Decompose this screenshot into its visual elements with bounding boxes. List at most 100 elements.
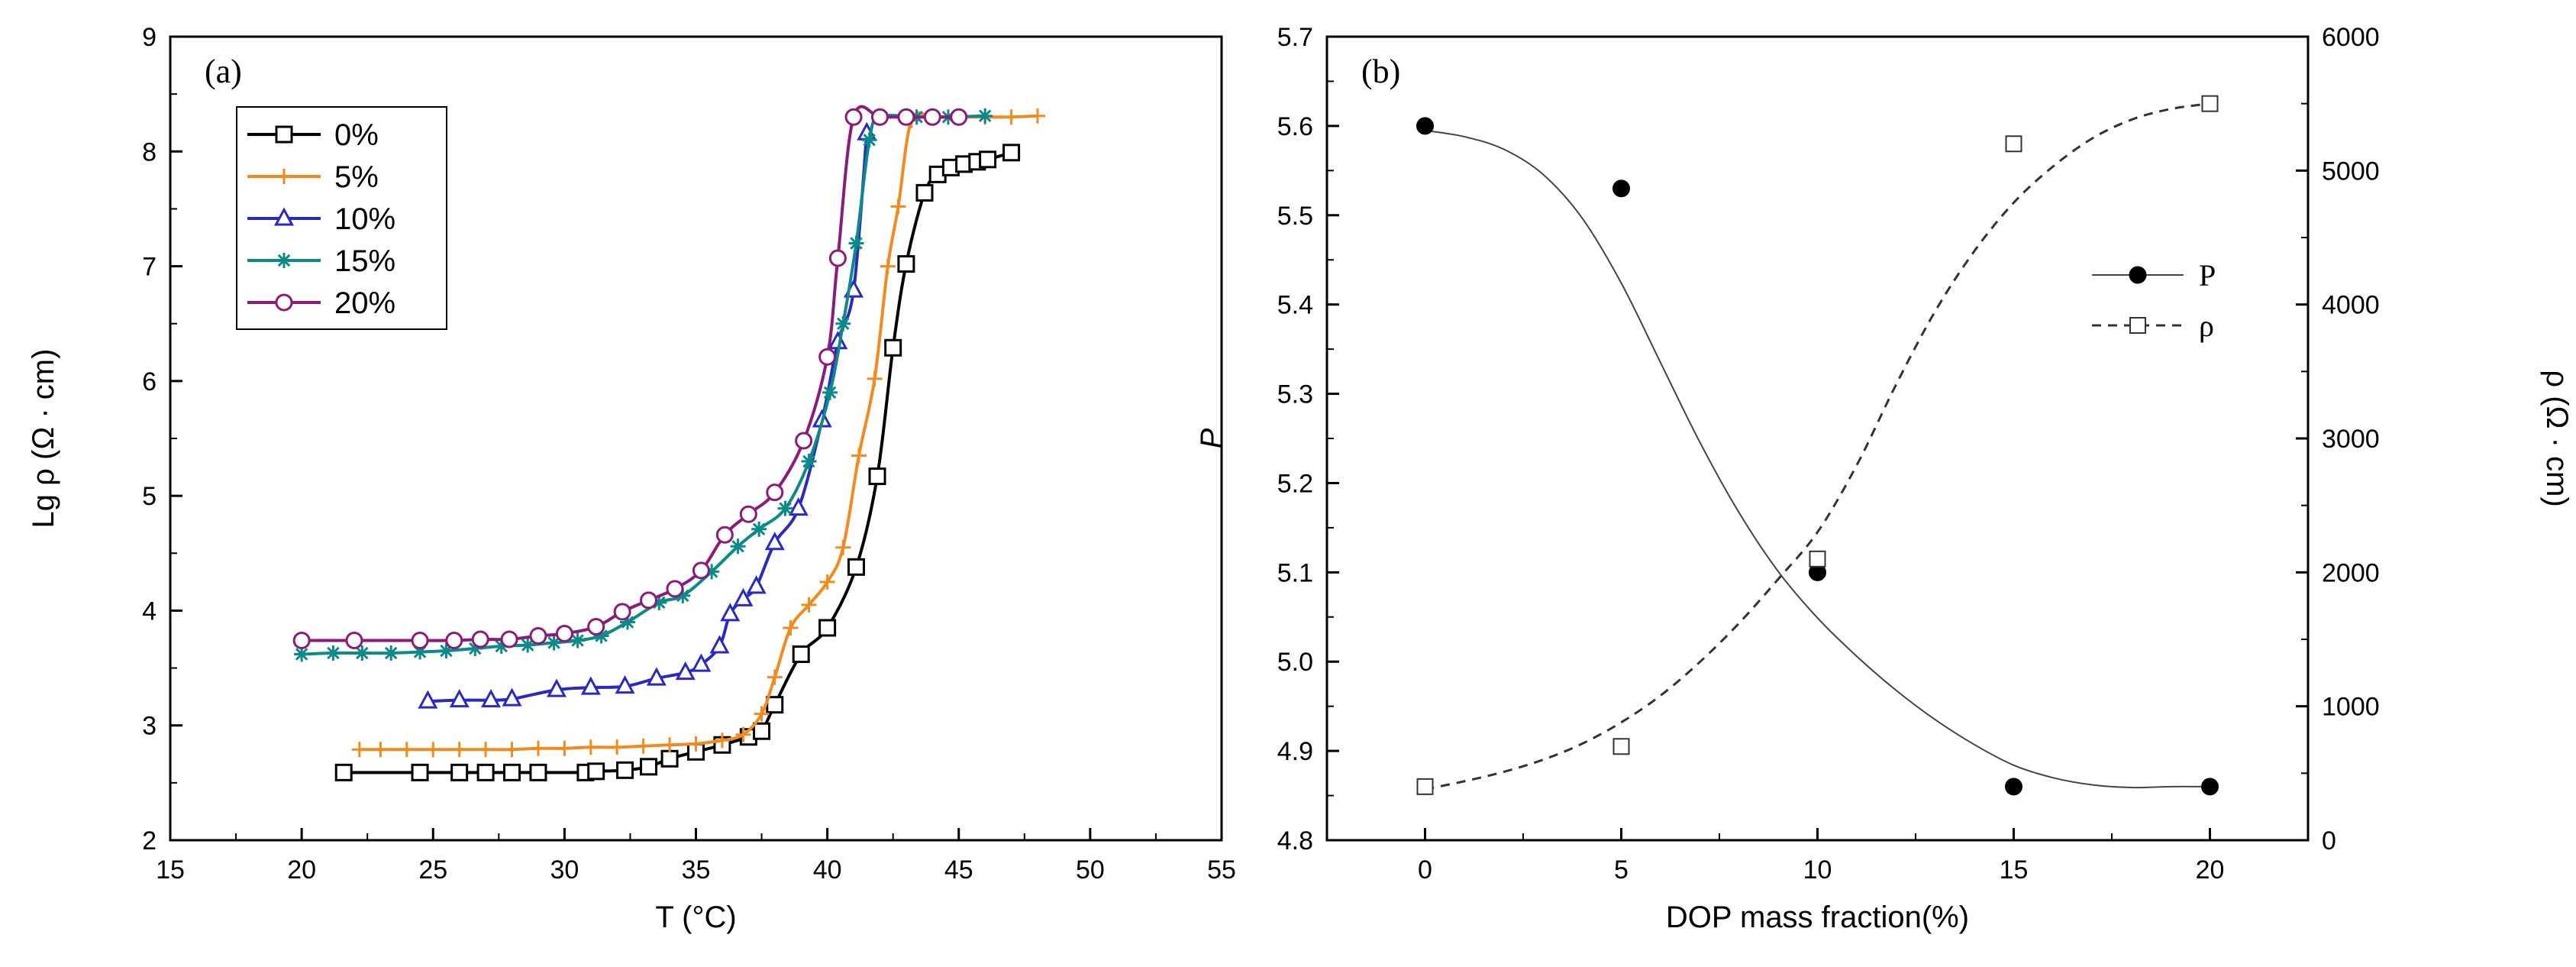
data-point [587,617,605,636]
legend-swatch-marker [276,253,292,268]
data-point [2201,95,2219,112]
data-point [801,597,817,613]
data-point [503,763,521,781]
data-point [609,739,625,755]
legend-a: 0% 5% 10% 15% 20% [236,106,447,330]
data-point [795,432,813,450]
data-point [835,315,851,331]
y2-tick-label-b: 1000 [2322,693,2380,722]
data-point [651,594,667,610]
data-point [2201,778,2219,796]
data-point [870,108,889,126]
legend-label: 5% [334,160,379,194]
legend-swatch-marker [275,125,293,144]
data-point [735,726,751,742]
data-point [979,150,997,169]
y-tick-label-b: 5.7 [1277,23,1313,52]
x-tick-label-a: 40 [813,855,842,885]
data-point [792,645,810,664]
data-point [754,706,770,722]
x-tick-label-a: 20 [287,855,316,885]
y-tick-label-b: 5.5 [1277,202,1313,231]
data-point [692,561,710,580]
data-point [476,763,495,781]
data-point [445,632,463,650]
x-tick-label-a: 55 [1207,855,1236,885]
data-point [660,749,679,768]
data-point [450,763,469,781]
data-point [500,630,518,648]
data-point [520,637,536,653]
data-point [425,742,441,758]
y-axis-title-a: Lg ρ (Ω · cm) [27,349,60,529]
series-group-a [292,105,1046,781]
series-group-b [1416,95,2219,796]
data-point [662,737,678,753]
y-tick-label-a: 4 [142,597,157,626]
data-point [294,646,310,662]
plot-frame-b [1325,35,2310,842]
data-point [635,738,651,754]
y-tick-label-a: 8 [142,137,157,167]
data-point [583,739,599,755]
series-square [334,144,1021,781]
data-point [530,740,546,756]
data-point [977,108,993,124]
data-point [828,249,847,267]
data-point [714,733,730,749]
legend-swatch-marker [273,207,295,226]
data-point [1612,179,1630,198]
data-point [640,591,658,610]
x-tick-label-a: 50 [1076,855,1105,885]
chart-panel-b: (b) DOP mass fraction(%) P ρ (Ω · cm) 0 5… [1195,23,2574,934]
data-point [593,628,609,644]
data-point [751,521,767,537]
fit-line [1425,102,2210,791]
data-point [418,690,438,709]
data-point [646,667,667,686]
data-point [766,696,784,714]
legend-swatch-marker [275,293,293,312]
y2-tick-label-b: 4000 [2322,291,2380,320]
y-tick-label-b: 5.4 [1277,291,1313,320]
data-point [822,384,838,400]
data-point [777,500,793,516]
data-point [334,763,353,781]
data-point [1003,109,1019,125]
data-point [704,564,720,580]
y-axis-title-b: P [1195,428,1228,448]
data-point [502,687,522,707]
series-circle [292,105,968,650]
x-tick-label-b: 20 [2196,855,2225,885]
legend-label: P [2199,258,2216,293]
legend-swatch-marker [2129,317,2146,334]
data-point [835,539,851,555]
data-point [1612,738,1630,755]
legend-label: 20% [334,286,395,320]
data-point [851,448,867,464]
y-tick-label-b: 5.3 [1277,380,1313,409]
y-tick-label-b: 5.6 [1277,112,1313,141]
x-tick-label-b: 10 [1803,855,1832,885]
data-point [691,653,712,672]
data-point [587,762,605,781]
y2-tick-label-b: 5000 [2322,157,2380,186]
chart-panel-a: (a) T (°C) Lg ρ (Ω · cm) 15 20 25 30 35 40 45 5… [27,23,1236,934]
y2-tick-label-b: 3000 [2322,425,2380,454]
data-point [923,108,941,126]
x-tick-label-a: 25 [418,855,447,885]
data-point [766,484,784,502]
data-point [890,199,906,215]
series-triangle [418,121,877,709]
data-point [399,742,415,758]
data-point [373,742,389,758]
data-point [1416,778,1434,795]
data-point [818,348,837,366]
legend-swatch-marker [2129,266,2147,284]
series-line [359,111,1038,752]
series-rho [1416,95,2219,795]
data-point [739,505,757,523]
data-point [411,763,429,781]
data-point [546,635,562,651]
